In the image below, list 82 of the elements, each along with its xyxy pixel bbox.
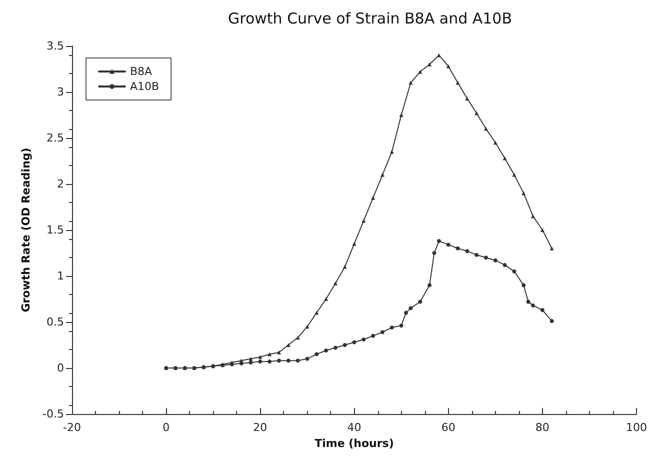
point: [352, 340, 356, 344]
legend-label: A10B: [130, 80, 160, 93]
point: [550, 319, 554, 324]
chart-title: Growth Curve of Strain B8A and A10B: [228, 10, 512, 28]
point: [428, 62, 432, 66]
point: [324, 297, 328, 301]
x-tick-label: 0: [162, 421, 170, 434]
y-tick-label: 1: [57, 270, 64, 282]
point: [248, 360, 253, 364]
point: [512, 172, 516, 177]
point: [371, 196, 376, 200]
point: [362, 218, 366, 223]
x-tick-label: 40: [347, 421, 362, 434]
point: [399, 113, 404, 117]
point: [380, 172, 384, 177]
point: [502, 262, 507, 267]
point: [276, 358, 281, 363]
point: [333, 281, 338, 286]
point: [286, 343, 290, 347]
point: [380, 330, 384, 334]
point: [531, 303, 536, 308]
y-tick-label: -0.5: [42, 408, 64, 420]
point: [362, 337, 366, 342]
point: [286, 358, 290, 363]
y-tick-label: 3.5: [46, 40, 64, 52]
point: [296, 336, 300, 340]
point: [342, 343, 347, 347]
point: [512, 269, 516, 274]
y-tick-label: 2.5: [46, 132, 64, 144]
point: [540, 308, 544, 312]
point: [342, 264, 347, 269]
point: [390, 150, 394, 154]
legend-label: B8A: [130, 65, 153, 78]
point: [399, 324, 404, 328]
point: [484, 256, 488, 260]
x-tick-label: 100: [626, 421, 647, 434]
point: [436, 239, 441, 244]
point: [465, 249, 470, 254]
y-tick-label: 2: [57, 178, 64, 190]
point: [333, 346, 338, 350]
x-tick-label: 80: [535, 421, 550, 434]
point: [314, 310, 319, 315]
point: [474, 252, 479, 257]
point: [258, 354, 262, 359]
point: [324, 348, 328, 353]
point: [371, 334, 376, 338]
point: [456, 80, 460, 85]
y-tick-label: 0: [57, 362, 64, 374]
point: [390, 326, 394, 330]
point: [305, 324, 310, 329]
x-tick-label: 60: [441, 421, 456, 434]
point: [456, 246, 460, 250]
y-tick-label: 3: [57, 86, 64, 98]
point: [258, 360, 262, 364]
point: [296, 358, 300, 363]
point: [352, 242, 356, 246]
y-tick-label: 0.5: [46, 316, 64, 328]
point: [276, 350, 281, 354]
point: [484, 126, 488, 131]
point: [526, 300, 530, 304]
point: [493, 258, 498, 262]
point: [428, 283, 432, 288]
x-tick-label: -20: [63, 421, 81, 434]
point: [540, 228, 544, 232]
point: [550, 246, 554, 250]
point: [314, 352, 319, 356]
point: [465, 96, 470, 100]
point: [446, 242, 450, 247]
point: [418, 300, 422, 304]
point: [305, 356, 310, 361]
point: [408, 80, 413, 85]
x-axis-title: Time (hours): [314, 436, 394, 450]
y-axis-title: Growth Rate (OD Reading): [20, 148, 33, 312]
point: [418, 70, 422, 74]
y-tick-label: 1.5: [46, 224, 64, 236]
point: [522, 283, 526, 288]
point: [432, 251, 436, 255]
point: [404, 310, 408, 315]
point: [531, 214, 536, 218]
point: [268, 360, 272, 364]
point: [408, 306, 413, 310]
x-tick-label: 20: [253, 421, 268, 434]
